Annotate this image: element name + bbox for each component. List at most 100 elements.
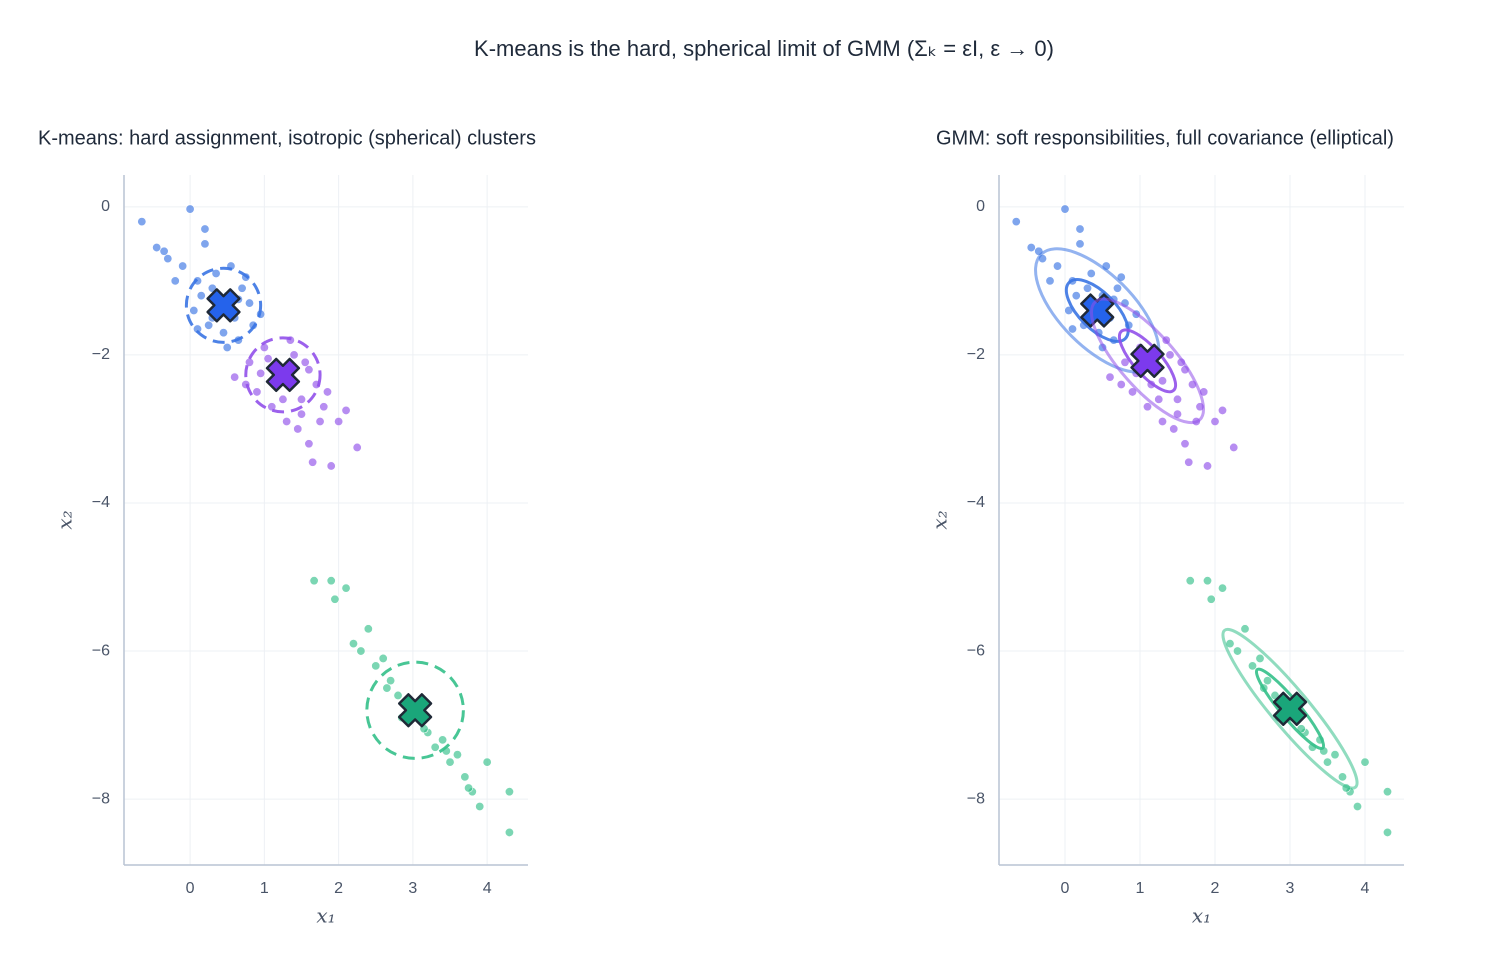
point — [341, 583, 351, 593]
point — [304, 439, 314, 449]
point — [382, 683, 392, 693]
point — [386, 676, 396, 686]
point — [1158, 417, 1168, 427]
point — [296, 409, 306, 419]
y-tick-label: −8 — [92, 790, 110, 807]
point — [1323, 757, 1333, 767]
point — [185, 204, 195, 214]
centroid — [1130, 343, 1165, 378]
point — [1165, 350, 1175, 360]
y-tick-label: −4 — [92, 494, 110, 511]
point — [1011, 217, 1021, 227]
point — [282, 417, 292, 427]
centroid — [1272, 691, 1308, 726]
point — [1116, 380, 1126, 390]
point — [1263, 676, 1273, 686]
point — [348, 639, 358, 649]
point — [1075, 224, 1085, 234]
centroid — [397, 693, 433, 728]
y-tick-label: −2 — [967, 346, 985, 363]
point — [1210, 417, 1220, 427]
x-tick-label: 1 — [260, 880, 269, 897]
point — [1248, 661, 1258, 671]
point — [371, 661, 381, 671]
point — [163, 254, 173, 264]
point — [1026, 243, 1036, 253]
point — [1105, 372, 1115, 382]
point — [296, 394, 306, 404]
point — [322, 387, 332, 397]
point — [1203, 576, 1213, 586]
point — [1203, 461, 1213, 471]
figure-title: K-means is the hard, spherical limit of … — [474, 36, 1054, 61]
point — [504, 827, 514, 837]
point — [222, 342, 232, 352]
subplot-title: GMM: soft responsibilities, full covaria… — [936, 127, 1394, 149]
point — [1075, 239, 1085, 249]
cluster-radius — [184, 266, 263, 344]
centroid — [265, 357, 301, 393]
x-tick-label: 3 — [1286, 880, 1295, 897]
point — [475, 802, 485, 812]
covariance-ellipse — [1221, 627, 1359, 790]
point — [393, 690, 403, 700]
point — [464, 783, 474, 793]
point — [289, 350, 299, 360]
point — [1233, 646, 1243, 656]
point — [1353, 802, 1363, 812]
point — [308, 457, 318, 467]
point — [189, 305, 199, 315]
x-tick-label: 0 — [186, 880, 195, 897]
point — [137, 217, 147, 227]
point — [263, 354, 273, 364]
covariance-ellipse — [1064, 278, 1130, 343]
subplot: K-means: hard assignment, isotropic (sph… — [38, 127, 536, 927]
point — [1206, 594, 1216, 604]
point — [1255, 653, 1265, 663]
x-tick-label: 4 — [483, 880, 492, 897]
point — [267, 402, 277, 412]
y-tick-label: 0 — [976, 198, 985, 215]
point — [1185, 576, 1195, 586]
point — [1383, 787, 1393, 797]
point — [219, 328, 229, 338]
point — [230, 372, 240, 382]
x-tick-label: 0 — [1061, 880, 1070, 897]
point — [152, 243, 162, 253]
point — [1240, 624, 1250, 634]
point — [1154, 394, 1164, 404]
point — [170, 276, 180, 286]
point — [1045, 276, 1055, 286]
point — [159, 246, 169, 256]
point — [438, 735, 448, 745]
point — [304, 365, 314, 375]
covariance-ellipse — [1089, 297, 1206, 425]
y-tick-label: 0 — [101, 198, 110, 215]
y-axis-label: x₂ — [928, 510, 952, 529]
point — [1229, 442, 1239, 452]
point — [1383, 827, 1393, 837]
point — [1071, 291, 1081, 301]
point — [211, 268, 221, 278]
point — [430, 742, 440, 752]
point — [1113, 283, 1123, 293]
x-tick-label: 2 — [334, 880, 343, 897]
x-tick-label: 1 — [1136, 880, 1145, 897]
point — [1053, 261, 1063, 271]
point — [1120, 357, 1130, 367]
point — [1218, 405, 1228, 415]
point — [452, 750, 462, 760]
y-tick-label: −2 — [92, 346, 110, 363]
point — [309, 576, 319, 586]
point — [252, 387, 262, 397]
centroid — [206, 288, 241, 323]
point — [245, 298, 255, 308]
point — [256, 368, 266, 378]
point — [196, 291, 206, 301]
subplot: GMM: soft responsibilities, full covaria… — [928, 127, 1404, 928]
point — [1330, 750, 1340, 760]
point — [341, 405, 351, 415]
point — [178, 261, 188, 271]
point — [319, 402, 329, 412]
